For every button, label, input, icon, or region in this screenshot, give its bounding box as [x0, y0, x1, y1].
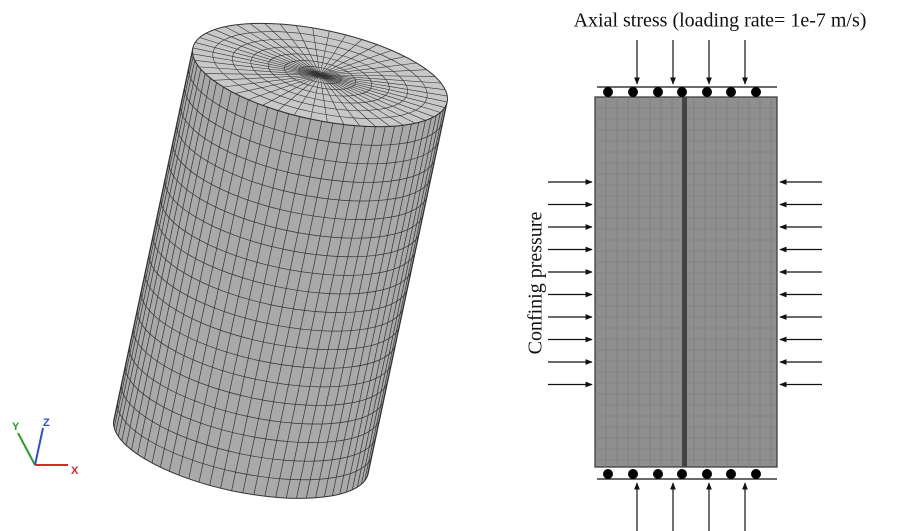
sample-section: [548, 40, 822, 531]
roller: [653, 87, 663, 97]
z-label: Z: [43, 417, 50, 429]
y-label: Y: [12, 421, 20, 433]
roller: [726, 469, 736, 479]
roller: [677, 87, 687, 97]
roller: [628, 87, 638, 97]
x-label: X: [71, 465, 79, 477]
y-axis: [18, 433, 35, 465]
roller: [603, 469, 613, 479]
roller: [751, 469, 761, 479]
roller: [603, 87, 613, 97]
axial-stress-label: Axial stress (loading rate= 1e-7 m/s): [574, 10, 867, 32]
roller: [653, 469, 663, 479]
z-axis: [35, 428, 43, 465]
roller: [751, 87, 761, 97]
fracture: [682, 97, 687, 467]
roller: [677, 469, 687, 479]
figure: Axial stress (loading rate= 1e-7 m/s) Co…: [0, 0, 910, 531]
axis-triad: Y Z X: [12, 417, 79, 477]
confining-pressure-label: Confinig pressure: [525, 212, 547, 355]
cylinder-mesh: [104, 4, 456, 518]
roller: [726, 87, 736, 97]
roller: [702, 469, 712, 479]
roller: [702, 87, 712, 97]
roller: [628, 469, 638, 479]
